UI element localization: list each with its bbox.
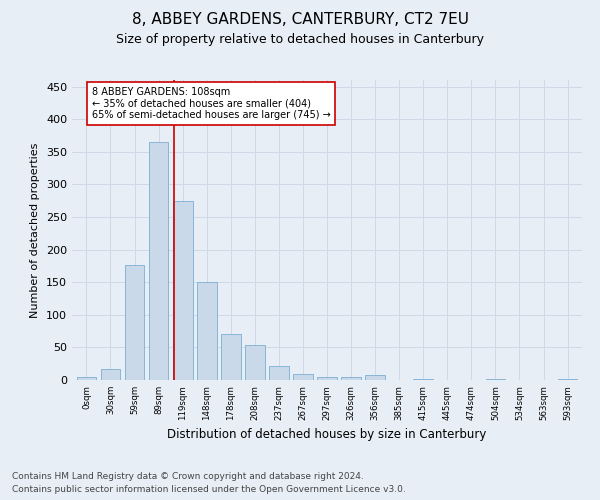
X-axis label: Distribution of detached houses by size in Canterbury: Distribution of detached houses by size …: [167, 428, 487, 441]
Bar: [413, 378, 433, 380]
Bar: [269, 366, 289, 380]
Text: 8, ABBEY GARDENS, CANTERBURY, CT2 7EU: 8, ABBEY GARDENS, CANTERBURY, CT2 7EU: [131, 12, 469, 28]
Text: 8 ABBEY GARDENS: 108sqm
← 35% of detached houses are smaller (404)
65% of semi-d: 8 ABBEY GARDENS: 108sqm ← 35% of detache…: [92, 86, 331, 120]
Bar: [101, 369, 121, 380]
Bar: [77, 378, 96, 380]
Bar: [485, 378, 505, 380]
Bar: [558, 378, 577, 380]
Bar: [293, 374, 313, 380]
Bar: [221, 334, 241, 380]
Bar: [365, 376, 385, 380]
Text: Contains public sector information licensed under the Open Government Licence v3: Contains public sector information licen…: [12, 485, 406, 494]
Bar: [245, 346, 265, 380]
Bar: [317, 376, 337, 380]
Text: Contains HM Land Registry data © Crown copyright and database right 2024.: Contains HM Land Registry data © Crown c…: [12, 472, 364, 481]
Bar: [197, 282, 217, 380]
Bar: [341, 376, 361, 380]
Bar: [125, 265, 145, 380]
Y-axis label: Number of detached properties: Number of detached properties: [31, 142, 40, 318]
Bar: [149, 142, 169, 380]
Bar: [173, 202, 193, 380]
Text: Size of property relative to detached houses in Canterbury: Size of property relative to detached ho…: [116, 32, 484, 46]
